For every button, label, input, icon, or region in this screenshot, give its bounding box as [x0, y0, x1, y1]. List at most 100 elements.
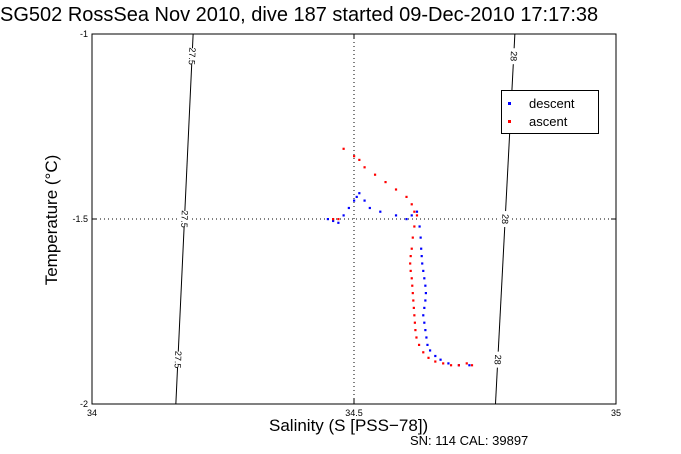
ascent-point: [417, 343, 421, 346]
legend-item-descent: descent: [508, 95, 575, 111]
ascent-point: [332, 218, 335, 221]
ascent-point: [415, 214, 419, 217]
ascent-point: [411, 284, 414, 287]
descent-point: [428, 349, 432, 352]
legend-item-ascent: ascent: [508, 113, 567, 129]
isopycnal-label: 28: [500, 214, 511, 225]
ascent-point: [422, 351, 425, 354]
descent-point: [421, 262, 424, 265]
ascent-point: [410, 247, 413, 250]
legend: descent ascent: [501, 90, 599, 134]
chart-title: SG502 RossSea Nov 2010, dive 187 started…: [0, 4, 599, 26]
descent-point: [368, 206, 371, 210]
ascent-point: [353, 155, 356, 158]
ascent-point: [409, 262, 412, 265]
y-tick-label: -1.5: [72, 214, 88, 224]
isopycnal-label: 28: [508, 51, 519, 62]
ascent-point: [415, 336, 418, 339]
ascent-point: [342, 147, 345, 150]
isopycnal-label: 27.5: [173, 351, 184, 369]
x-tick-label: 35: [611, 408, 621, 418]
ascent-point: [413, 210, 416, 213]
descent-point: [424, 299, 427, 302]
ascent-point: [409, 255, 412, 258]
isopycnal-label-bg: [179, 210, 190, 228]
ascent-point: [384, 181, 387, 184]
descent-point: [423, 321, 426, 324]
descent-point: [425, 336, 428, 339]
descent-point: [468, 364, 471, 367]
ascent-point: [413, 321, 416, 324]
isopycnal-label: 27.5: [187, 47, 198, 65]
descent-point: [419, 236, 422, 239]
ascent-point: [413, 225, 416, 228]
descent-point: [353, 199, 356, 202]
ascent-point: [434, 360, 437, 363]
ascent-point: [411, 292, 414, 295]
descent-point: [410, 214, 413, 217]
x-tick-label: 34: [87, 408, 97, 418]
isopycnal-label-bg: [172, 351, 184, 368]
descent-point: [423, 277, 426, 280]
descent-point: [423, 306, 426, 309]
ascent-point: [470, 364, 474, 367]
ascent-point: [410, 203, 413, 206]
isopycnal-label-bg: [508, 47, 520, 65]
descent-point: [434, 354, 437, 358]
ascent-point: [358, 158, 361, 161]
descent-point: [332, 219, 335, 223]
descent-point: [405, 218, 408, 221]
descent-point: [415, 210, 419, 213]
descent-point: [422, 269, 425, 272]
descent-point: [424, 329, 427, 332]
descent-point: [358, 192, 361, 195]
y-axis-label: Temperature (°C): [42, 154, 61, 286]
ascent-point: [409, 269, 412, 272]
descent-point: [439, 358, 442, 361]
descent-point: [394, 214, 398, 217]
ascent-point: [427, 356, 430, 359]
ascent-point: [394, 188, 398, 191]
x-tick-label: 34.5: [345, 408, 363, 418]
ascent-point: [412, 306, 415, 309]
isopycnal-label-bg: [499, 210, 511, 228]
ascent-point: [442, 362, 445, 365]
ascent-point: [373, 173, 377, 176]
descent-marker-icon: [508, 101, 511, 105]
descent-point: [422, 314, 425, 317]
ascent-point: [410, 277, 413, 280]
descent-point: [447, 362, 450, 365]
ascent-point: [413, 314, 416, 317]
legend-label-ascent: ascent: [529, 113, 568, 129]
descent-point: [420, 247, 423, 250]
isopycnal-label: 28: [493, 354, 504, 365]
descent-point: [363, 199, 366, 202]
ascent-point: [465, 362, 468, 365]
ascent-marker-icon: [508, 119, 511, 123]
isopycnal-label-bg: [186, 47, 198, 65]
ascent-point: [363, 166, 366, 169]
descent-point: [426, 343, 429, 346]
y-tick-label: -1: [80, 29, 88, 39]
descent-point: [326, 218, 329, 221]
ascent-point: [412, 299, 415, 302]
y-tick-label: -2: [80, 399, 88, 409]
ascent-point: [449, 364, 453, 367]
legend-label-descent: descent: [529, 95, 575, 111]
isopycnal-label-bg: [492, 351, 504, 368]
ascent-point: [337, 218, 340, 221]
descent-point: [355, 195, 358, 198]
descent-point: [379, 210, 382, 213]
serial-calibration-note: SN: 114 CAL: 39897: [410, 433, 529, 448]
descent-point: [337, 221, 340, 224]
descent-point: [424, 284, 427, 287]
descent-point: [347, 206, 350, 210]
ascent-point: [405, 195, 408, 198]
x-axis-label: Salinity (S [PSS−78]): [269, 416, 429, 435]
descent-point: [342, 214, 345, 217]
ascent-point: [457, 364, 460, 367]
descent-point: [418, 225, 421, 228]
ascent-point: [411, 236, 414, 239]
descent-point: [420, 255, 423, 258]
